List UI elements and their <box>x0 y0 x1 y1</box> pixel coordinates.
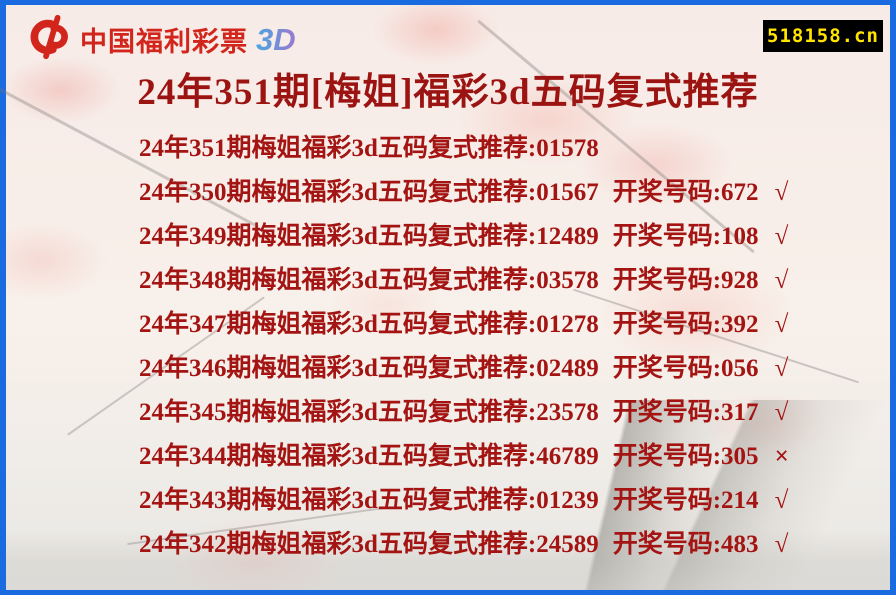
logo-text: 中国福利彩票 <box>80 27 248 57</box>
logo-3d-text: 3D <box>256 21 296 57</box>
hit-mark: √ <box>774 267 789 294</box>
prediction-text: 24年347期梅姐福彩3d五码复式推荐:01278 <box>139 311 599 338</box>
page-title: 24年351期[梅姐]福彩3d五码复式推荐 <box>137 72 759 113</box>
draw-result-text: 开奖号码:672 <box>612 179 759 206</box>
prediction-text: 24年351期梅姐福彩3d五码复式推荐:01578 <box>139 135 599 162</box>
draw-result-text: 开奖号码:108 <box>612 223 759 250</box>
prediction-row: 24年345期梅姐福彩3d五码复式推荐:23578 开奖号码:317 √ <box>139 391 869 435</box>
draw-result-text: 开奖号码:928 <box>612 267 759 294</box>
draw-result-text: 开奖号码:056 <box>612 355 759 382</box>
prediction-text: 24年344期梅姐福彩3d五码复式推荐:46789 <box>139 443 599 470</box>
prediction-list: 24年351期梅姐福彩3d五码复式推荐:01578 24年350期梅姐福彩3d五… <box>139 127 869 567</box>
site-logo[interactable]: 中国福利彩票 3D <box>24 14 296 64</box>
site-domain-badge: 518158.cn <box>763 20 883 52</box>
draw-result-text: 开奖号码:214 <box>612 487 759 514</box>
prediction-row: 24年344期梅姐福彩3d五码复式推荐:46789 开奖号码:305 × <box>139 435 869 479</box>
cwl-monogram-icon <box>24 14 72 64</box>
prediction-row: 24年350期梅姐福彩3d五码复式推荐:01567 开奖号码:672 √ <box>139 171 869 215</box>
prediction-text: 24年348期梅姐福彩3d五码复式推荐:03578 <box>139 267 599 294</box>
draw-result-text: 开奖号码:392 <box>612 311 759 338</box>
hit-mark: √ <box>774 311 789 338</box>
hit-mark: √ <box>774 355 789 382</box>
draw-result-text: 开奖号码:317 <box>612 399 759 426</box>
prediction-text: 24年345期梅姐福彩3d五码复式推荐:23578 <box>139 399 599 426</box>
draw-result-text: 开奖号码:305 <box>612 443 759 470</box>
prediction-text: 24年342期梅姐福彩3d五码复式推荐:24589 <box>139 531 599 558</box>
prediction-row: 24年343期梅姐福彩3d五码复式推荐:01239 开奖号码:214 √ <box>139 479 869 523</box>
prediction-row: 24年342期梅姐福彩3d五码复式推荐:24589 开奖号码:483 √ <box>139 523 869 567</box>
draw-result-text: 开奖号码:483 <box>612 531 759 558</box>
hit-mark: √ <box>774 399 789 426</box>
prediction-text: 24年349期梅姐福彩3d五码复式推荐:12489 <box>139 223 599 250</box>
prediction-text: 24年343期梅姐福彩3d五码复式推荐:01239 <box>139 487 599 514</box>
hit-mark: √ <box>774 179 789 206</box>
prediction-row: 24年351期梅姐福彩3d五码复式推荐:01578 <box>139 127 869 171</box>
prediction-row: 24年348期梅姐福彩3d五码复式推荐:03578 开奖号码:928 √ <box>139 259 869 303</box>
hit-mark: √ <box>774 531 789 558</box>
prediction-text: 24年346期梅姐福彩3d五码复式推荐:02489 <box>139 355 599 382</box>
miss-mark: × <box>774 443 789 470</box>
prediction-row: 24年347期梅姐福彩3d五码复式推荐:01278 开奖号码:392 √ <box>139 303 869 347</box>
prediction-row: 24年349期梅姐福彩3d五码复式推荐:12489 开奖号码:108 √ <box>139 215 869 259</box>
prediction-text: 24年350期梅姐福彩3d五码复式推荐:01567 <box>139 179 599 206</box>
prediction-row: 24年346期梅姐福彩3d五码复式推荐:02489 开奖号码:056 √ <box>139 347 869 391</box>
hit-mark: √ <box>774 223 789 250</box>
hit-mark: √ <box>774 487 789 514</box>
